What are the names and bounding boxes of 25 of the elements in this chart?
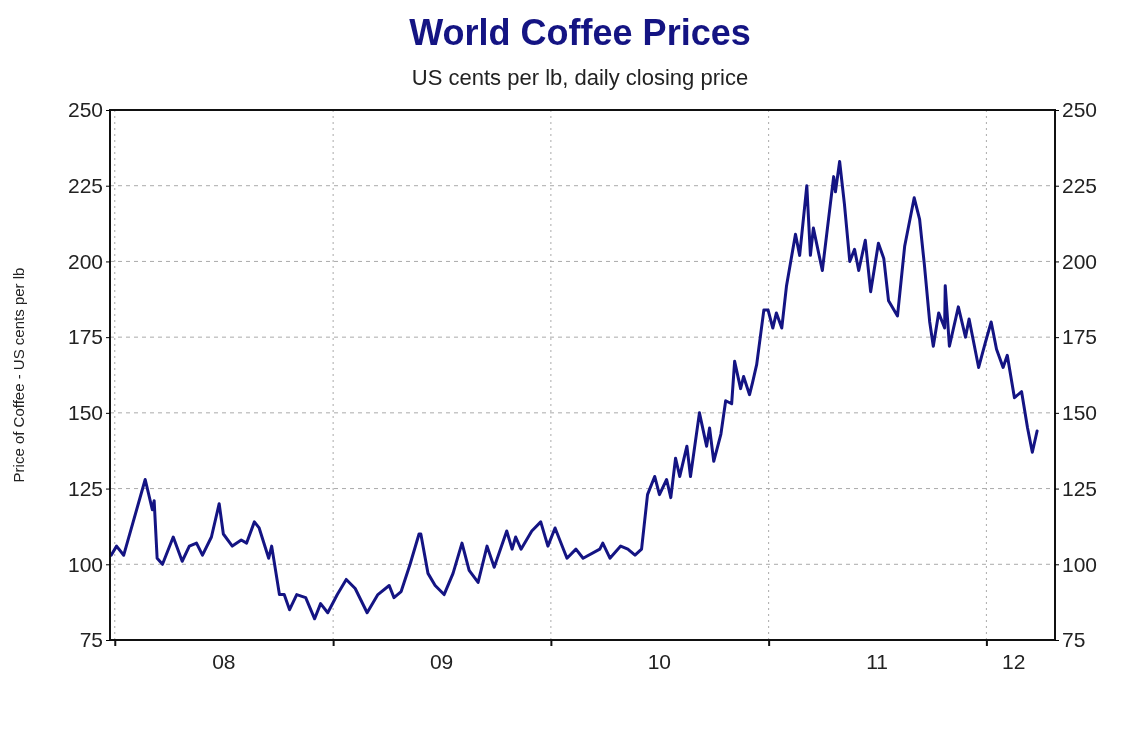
x-tick-label: 11	[866, 649, 889, 673]
line-series	[109, 159, 1039, 621]
y-tick-label: 150	[67, 401, 103, 425]
y-tick-label: 125	[67, 476, 103, 500]
y-tick-label: 100	[67, 552, 103, 576]
x-tick-label: 12	[1002, 649, 1026, 673]
y2-tick-label: 250	[1062, 98, 1098, 122]
y-tick-label: 75	[79, 628, 103, 652]
y2-tick-label: 125	[1062, 476, 1098, 500]
chart-subtitle: US cents per lb, daily closing price	[411, 65, 749, 90]
y-tick-label: 200	[67, 249, 103, 273]
y-tick-label: 225	[67, 173, 103, 197]
y2-tick-label: 200	[1062, 249, 1098, 273]
x-tick-label: 08	[212, 649, 236, 673]
y-tick-label: 175	[67, 325, 103, 349]
y2-tick-label: 100	[1062, 552, 1098, 576]
y2-tick-label: 225	[1062, 173, 1098, 197]
chart-title: World Coffee Prices	[409, 12, 751, 53]
y-tick-label: 250	[67, 98, 103, 122]
y2-tick-label: 75	[1062, 628, 1086, 652]
x-tick-label: 10	[647, 649, 672, 673]
y2-tick-label: 175	[1062, 325, 1098, 349]
y2-tick-label: 150	[1062, 401, 1098, 425]
y-axis-title: Price of Coffee - US cents per lb	[10, 267, 27, 483]
x-tick-label: 09	[429, 649, 454, 673]
